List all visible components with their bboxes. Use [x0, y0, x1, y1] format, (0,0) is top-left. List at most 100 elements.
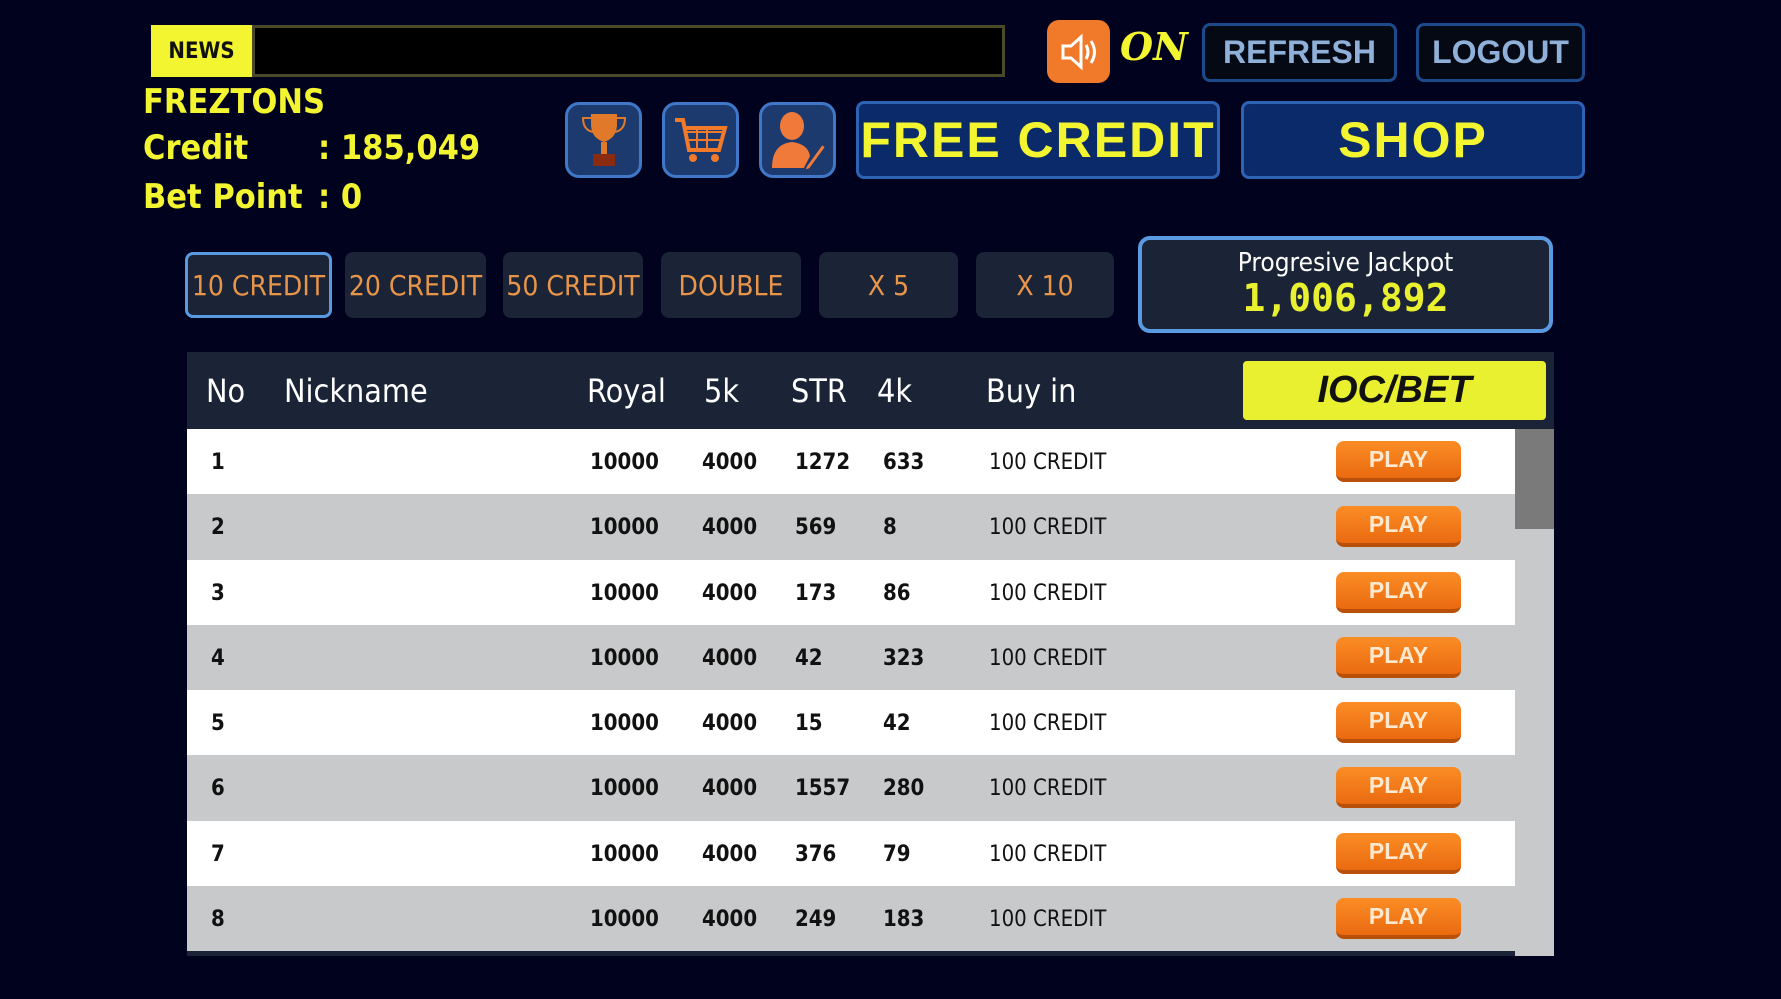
cell-str: 376: [795, 841, 837, 867]
play-button[interactable]: PLAY: [1336, 441, 1461, 482]
bet-option-double[interactable]: DOUBLE: [661, 252, 801, 318]
cell-4k: 8: [883, 515, 897, 541]
player-name: FREZTONS: [143, 82, 326, 122]
table-body: 1 10000 4000 1272 633 100 CREDIT PLAY 2 10000 400…: [187, 429, 1515, 952]
shop-button[interactable]: SHOP: [1241, 101, 1585, 179]
play-button[interactable]: PLAY: [1336, 832, 1461, 874]
cell-no: 7: [211, 841, 225, 867]
cell-4k: 323: [883, 645, 925, 671]
bet-option-x5[interactable]: X 5: [819, 252, 958, 318]
cell-royal: 10000: [590, 711, 659, 737]
bet-point-info: Bet Point : 0: [143, 177, 362, 217]
col-nickname: Nickname: [284, 372, 428, 410]
scrollbar-thumb[interactable]: [1515, 429, 1554, 529]
cell-5k: 4000: [702, 841, 758, 867]
cell-str: 569: [795, 515, 837, 541]
play-button[interactable]: PLAY: [1336, 571, 1461, 613]
cell-5k: 4000: [702, 776, 758, 802]
col-no: No: [206, 372, 246, 410]
bet-option-x10[interactable]: X 10: [976, 252, 1114, 318]
cart-button[interactable]: [662, 102, 739, 178]
credit-info: Credit: 185,049: [143, 128, 480, 168]
cart-icon: [674, 118, 728, 162]
cell-4k: 42: [883, 711, 911, 737]
cell-buy-in: 100 CREDIT: [989, 450, 1107, 475]
play-button[interactable]: PLAY: [1336, 636, 1461, 678]
cell-royal: 10000: [590, 645, 659, 671]
col-4k: 4k: [877, 372, 912, 410]
cell-4k: 79: [883, 841, 911, 867]
refresh-button[interactable]: REFRESH: [1202, 23, 1397, 82]
cell-no: 5: [211, 711, 225, 737]
cell-5k: 4000: [702, 450, 758, 475]
cell-buy-in: 100 CREDIT: [989, 515, 1107, 541]
cell-5k: 4000: [702, 645, 758, 671]
table-row: 1 10000 4000 1272 633 100 CREDIT PLAY: [187, 429, 1515, 495]
cell-royal: 10000: [590, 450, 659, 475]
trophy-button[interactable]: [565, 102, 642, 178]
cell-no: 6: [211, 776, 225, 802]
col-buy-in: Buy in: [986, 372, 1077, 410]
cell-no: 8: [211, 907, 225, 933]
logout-button[interactable]: LOGOUT: [1416, 23, 1585, 82]
free-credit-button[interactable]: FREE CREDIT: [856, 101, 1220, 179]
play-button[interactable]: PLAY: [1336, 898, 1461, 940]
table-row: 4 10000 4000 42 323 100 CREDIT PLAY: [187, 624, 1515, 691]
table-header: No Nickname Royal 5k STR 4k Buy in IOC/B…: [187, 352, 1554, 429]
cell-str: 42: [795, 645, 823, 671]
cell-buy-in: 100 CREDIT: [989, 907, 1107, 933]
jackpot-title: Progresive Jackpot: [1237, 248, 1454, 278]
cell-4k: 183: [883, 907, 925, 933]
cell-buy-in: 100 CREDIT: [989, 711, 1107, 737]
trophy-icon: [581, 114, 626, 166]
jackpot-value: 1,006,892: [1242, 276, 1449, 320]
play-button[interactable]: PLAY: [1336, 702, 1461, 744]
credit-value: : 185,049: [318, 128, 481, 168]
col-5k: 5k: [704, 372, 739, 410]
play-button[interactable]: PLAY: [1336, 767, 1461, 809]
col-royal: Royal: [587, 372, 666, 410]
cell-buy-in: 100 CREDIT: [989, 580, 1107, 606]
cell-str: 1557: [795, 776, 851, 802]
play-button[interactable]: PLAY: [1336, 506, 1461, 548]
speaker-icon: [1061, 33, 1096, 70]
col-str: STR: [791, 372, 847, 410]
cell-str: 173: [795, 580, 837, 606]
bet-option-10-credit[interactable]: 10 CREDIT: [185, 252, 332, 318]
table-row: 7 10000 4000 376 79 100 CREDIT PLAY: [187, 820, 1515, 887]
table-row: 3 10000 4000 173 86 100 CREDIT PLAY: [187, 559, 1515, 625]
bet-point-label: Bet Point: [143, 177, 303, 217]
cell-5k: 4000: [702, 515, 758, 541]
cell-str: 1272: [795, 450, 851, 475]
cell-4k: 86: [883, 580, 911, 606]
cell-5k: 4000: [702, 711, 758, 737]
bet-option-20-credit[interactable]: 20 CREDIT: [345, 252, 486, 318]
cell-buy-in: 100 CREDIT: [989, 645, 1107, 671]
sound-toggle-button[interactable]: [1047, 20, 1110, 83]
table-row: 8 10000 4000 249 183 100 CREDIT PLAY: [187, 886, 1515, 952]
profile-edit-button[interactable]: [759, 102, 836, 178]
cell-no: 4: [211, 645, 225, 671]
cell-4k: 633: [883, 450, 925, 475]
cell-royal: 10000: [590, 580, 659, 606]
cell-no: 2: [211, 515, 225, 541]
cell-str: 249: [795, 907, 837, 933]
bet-point-value: : 0: [318, 177, 363, 217]
progressive-jackpot: Progresive Jackpot 1,006,892: [1138, 236, 1553, 333]
profile-edit-icon: [771, 112, 826, 170]
cell-royal: 10000: [590, 515, 659, 541]
cell-royal: 10000: [590, 907, 659, 933]
scrollbar[interactable]: [1515, 429, 1554, 956]
cell-buy-in: 100 CREDIT: [989, 841, 1107, 867]
cell-str: 15: [795, 711, 823, 737]
cell-buy-in: 100 CREDIT: [989, 776, 1107, 802]
table-row: 2 10000 4000 569 8 100 CREDIT PLAY: [187, 494, 1515, 560]
sound-state: ON: [1120, 24, 1188, 69]
bet-option-50-credit[interactable]: 50 CREDIT: [503, 252, 643, 318]
table-row: 5 10000 4000 15 42 100 CREDIT PLAY: [187, 690, 1515, 756]
cell-5k: 4000: [702, 580, 758, 606]
news-label: NEWS: [151, 25, 252, 77]
cell-royal: 10000: [590, 841, 659, 867]
news-ticker: [252, 25, 1005, 77]
room-table: No Nickname Royal 5k STR 4k Buy in IOC/B…: [187, 352, 1554, 956]
